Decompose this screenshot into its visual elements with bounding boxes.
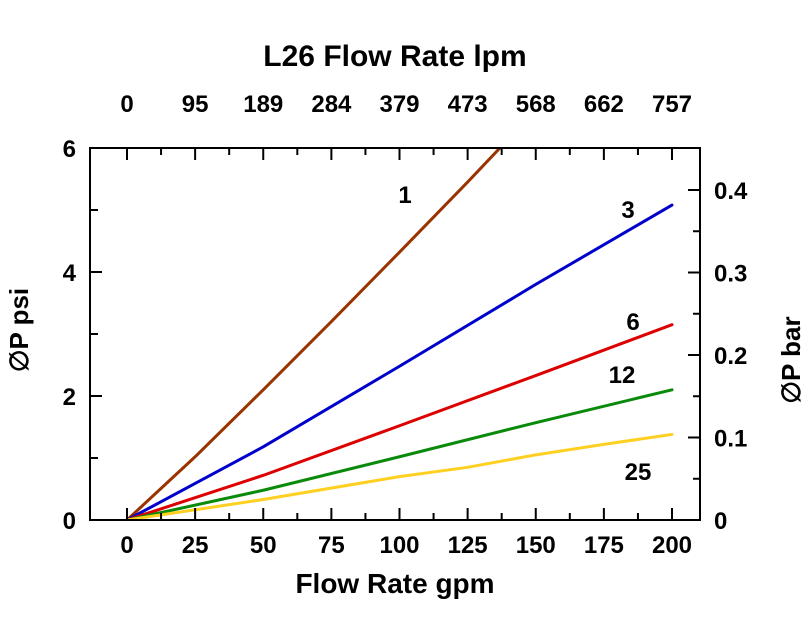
y-tick-label-right: 0.3	[714, 261, 747, 288]
x-tick-label-bottom: 175	[584, 532, 624, 559]
series-lines	[125, 148, 674, 520]
series-line-1	[125, 148, 502, 520]
x-tick-label-bottom: 0	[120, 532, 133, 559]
series-label-1: 1	[398, 182, 411, 209]
x-tick-label-top: 568	[516, 91, 556, 118]
x-tick-label-bottom: 50	[250, 532, 277, 559]
y-tick-label-right: 0.4	[714, 178, 748, 205]
x-tick-label-top: 379	[379, 91, 419, 118]
x-tick-label-bottom: 75	[318, 532, 345, 559]
series-line-3	[125, 203, 674, 520]
series-line-25	[125, 432, 674, 520]
series-label-6: 6	[626, 309, 639, 336]
x-tick-label-top: 189	[243, 91, 283, 118]
series-label-3: 3	[621, 197, 634, 224]
y-tick-label-right: 0.2	[714, 343, 747, 370]
y-tick-label-left: 4	[63, 260, 77, 287]
x-axis-title-bottom: Flow Rate gpm	[295, 568, 495, 599]
x-tick-label-top: 284	[311, 91, 352, 118]
series-label-25: 25	[625, 459, 652, 486]
y-tick-label-left: 2	[63, 384, 76, 411]
x-tick-label-top: 0	[120, 91, 133, 118]
x-tick-label-top: 95	[182, 91, 209, 118]
x-tick-label-bottom: 200	[652, 532, 692, 559]
y-tick-label-right: 0.1	[714, 426, 747, 453]
x-tick-label-bottom: 125	[448, 532, 488, 559]
y-tick-label-right: 0	[714, 508, 727, 535]
x-tick-label-top: 473	[448, 91, 488, 118]
x-tick-label-bottom: 150	[516, 532, 556, 559]
series-label-12: 12	[609, 362, 636, 389]
y-tick-label-left: 6	[63, 136, 76, 163]
x-tick-label-bottom: 25	[182, 532, 209, 559]
y-tick-label-left: 0	[63, 508, 76, 535]
series-line-6	[125, 323, 674, 520]
plot-frame	[89, 147, 701, 521]
chart-title: L26 Flow Rate lpm	[263, 40, 527, 73]
x-tick-label-bottom: 100	[379, 532, 419, 559]
series-line-12	[125, 388, 674, 520]
x-tick-label-top: 757	[652, 91, 692, 118]
x-tick-label-top: 662	[584, 91, 624, 118]
